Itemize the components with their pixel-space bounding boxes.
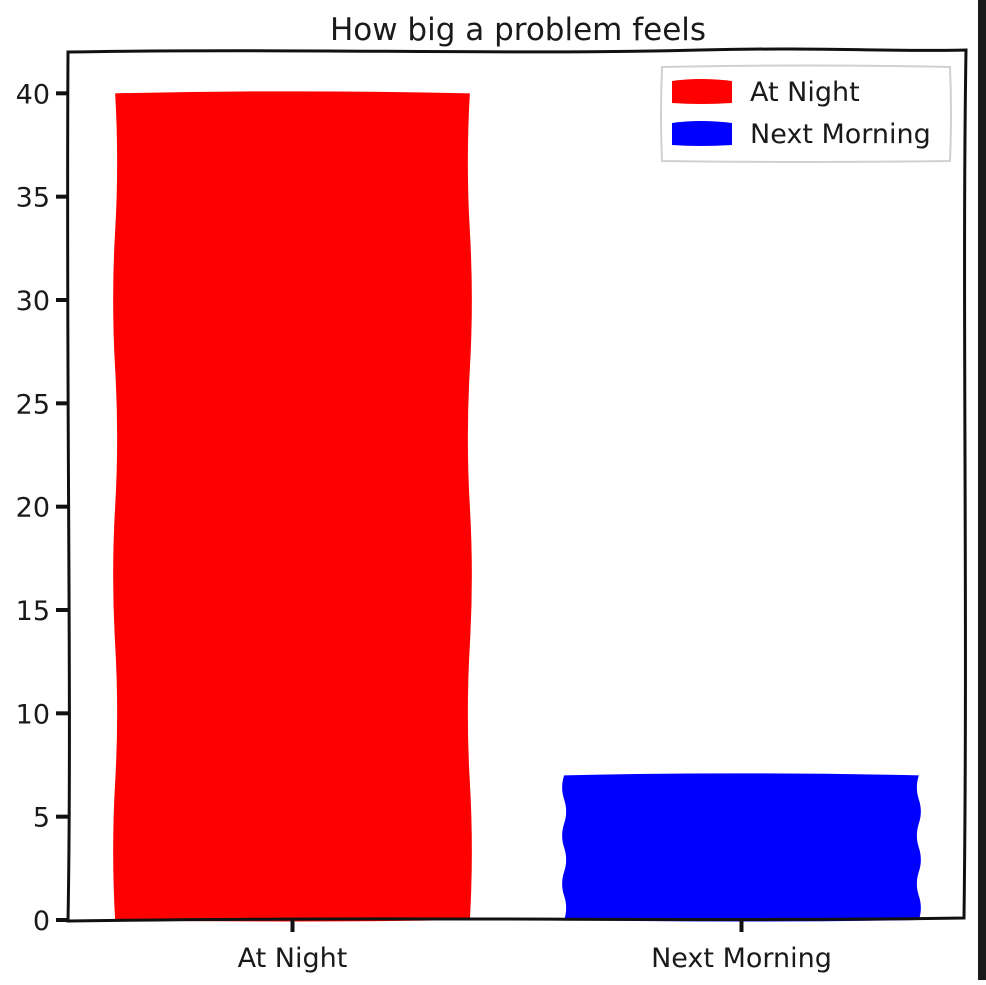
bar-next-morning bbox=[562, 773, 921, 922]
chart-title: How big a problem feels bbox=[330, 12, 706, 48]
y-tick-label: 40 bbox=[16, 79, 50, 110]
x-tick-label: Next Morning bbox=[651, 943, 832, 974]
y-tick-label: 35 bbox=[16, 183, 50, 214]
window-edge bbox=[978, 0, 986, 980]
legend-swatch-at-night bbox=[672, 79, 732, 104]
y-tick-label: 20 bbox=[16, 493, 50, 524]
y-tick-label: 0 bbox=[33, 906, 50, 937]
x-axis: At Night Next Morning bbox=[238, 920, 832, 974]
legend-label-at-night: At Night bbox=[750, 77, 860, 108]
bar-at-night bbox=[113, 91, 472, 922]
y-tick-label: 15 bbox=[16, 596, 50, 627]
x-tick-label: At Night bbox=[238, 943, 348, 974]
bars-layer bbox=[113, 91, 921, 922]
axes-frame bbox=[66, 47, 968, 923]
legend-swatch-next-morning bbox=[672, 121, 732, 146]
legend-box bbox=[660, 64, 952, 163]
y-tick-label: 30 bbox=[16, 286, 50, 317]
y-axis: 0 5 10 15 20 25 30 35 40 bbox=[16, 79, 68, 937]
y-tick-label: 5 bbox=[33, 803, 50, 834]
y-tick-label: 25 bbox=[16, 389, 50, 420]
legend-label-next-morning: Next Morning bbox=[750, 119, 931, 150]
y-tick-label: 10 bbox=[16, 699, 50, 730]
legend: At Night Next Morning bbox=[660, 64, 952, 163]
